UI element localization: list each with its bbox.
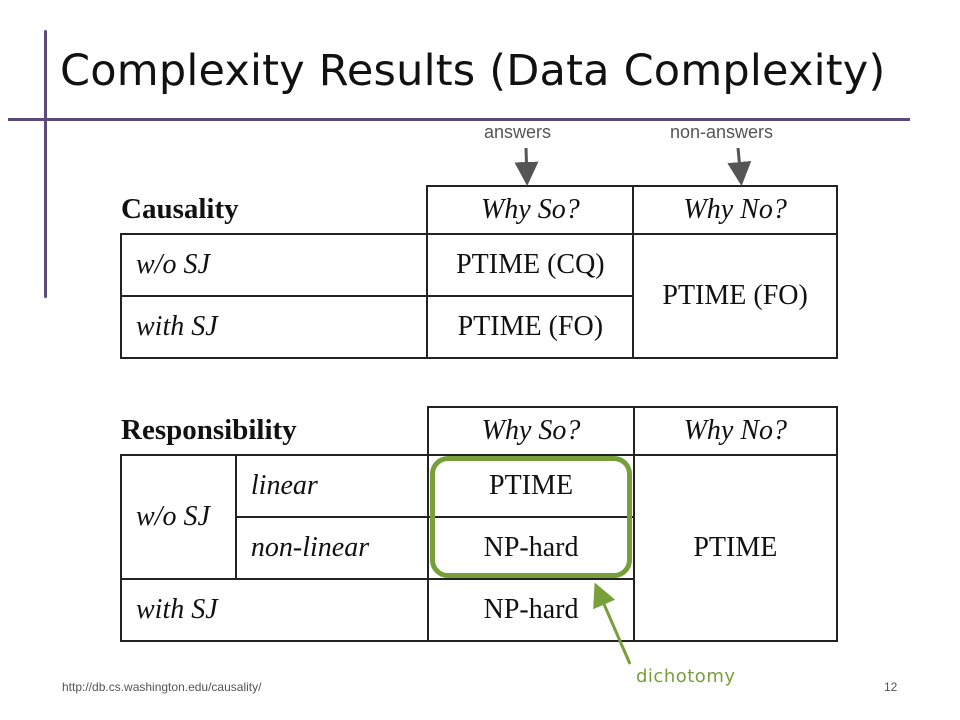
- title-vertical-rule: [44, 30, 47, 298]
- causality-table: Causality Why So? Why No? w/o SJ PTIME (…: [119, 185, 838, 359]
- causality-header: Causality: [121, 186, 429, 235]
- answers-label: answers: [484, 122, 552, 142]
- causality-why-no-cell: PTIME (FO): [632, 233, 838, 359]
- responsibility-why-no-header: Why No?: [632, 406, 839, 456]
- causality-row-label: with SJ: [119, 295, 429, 359]
- causality-why-so-cell: PTIME (FO): [426, 295, 635, 359]
- non-answers-arrow: [727, 147, 752, 186]
- responsibility-table: Responsibility Why So? Why No? w/o SJ li…: [119, 406, 839, 642]
- dichotomy-highlight-box: [430, 456, 632, 578]
- causality-why-so-cell: PTIME (CQ): [426, 233, 635, 297]
- page-number: 12: [884, 680, 898, 694]
- causality-row-label: w/o SJ: [119, 233, 429, 297]
- slide-title: Complexity Results (Data Complexity): [60, 46, 886, 96]
- title-horizontal-rule: [8, 118, 910, 121]
- responsibility-group-label: w/o SJ: [120, 454, 237, 580]
- responsibility-why-no-cell: PTIME: [632, 454, 839, 642]
- non-answers-label: non-answers: [670, 122, 774, 142]
- responsibility-row-label: linear: [234, 454, 430, 518]
- answers-arrow: [514, 147, 539, 186]
- causality-why-no-header: Why No?: [632, 185, 838, 235]
- footer-url: http://db.cs.washington.edu/causality/: [62, 680, 262, 694]
- causality-why-so-header: Why So?: [426, 185, 635, 235]
- dichotomy-label: dichotomy: [636, 666, 736, 687]
- responsibility-why-so-header: Why So?: [427, 406, 635, 456]
- responsibility-header: Responsibility: [121, 407, 430, 456]
- responsibility-why-so-cell: PTIME: [427, 454, 635, 518]
- responsibility-row-label: non-linear: [234, 516, 430, 580]
- responsibility-row-label: with SJ: [119, 578, 430, 642]
- dichotomy-arrow: [593, 582, 632, 665]
- responsibility-why-so-cell: NP-hard: [427, 516, 635, 580]
